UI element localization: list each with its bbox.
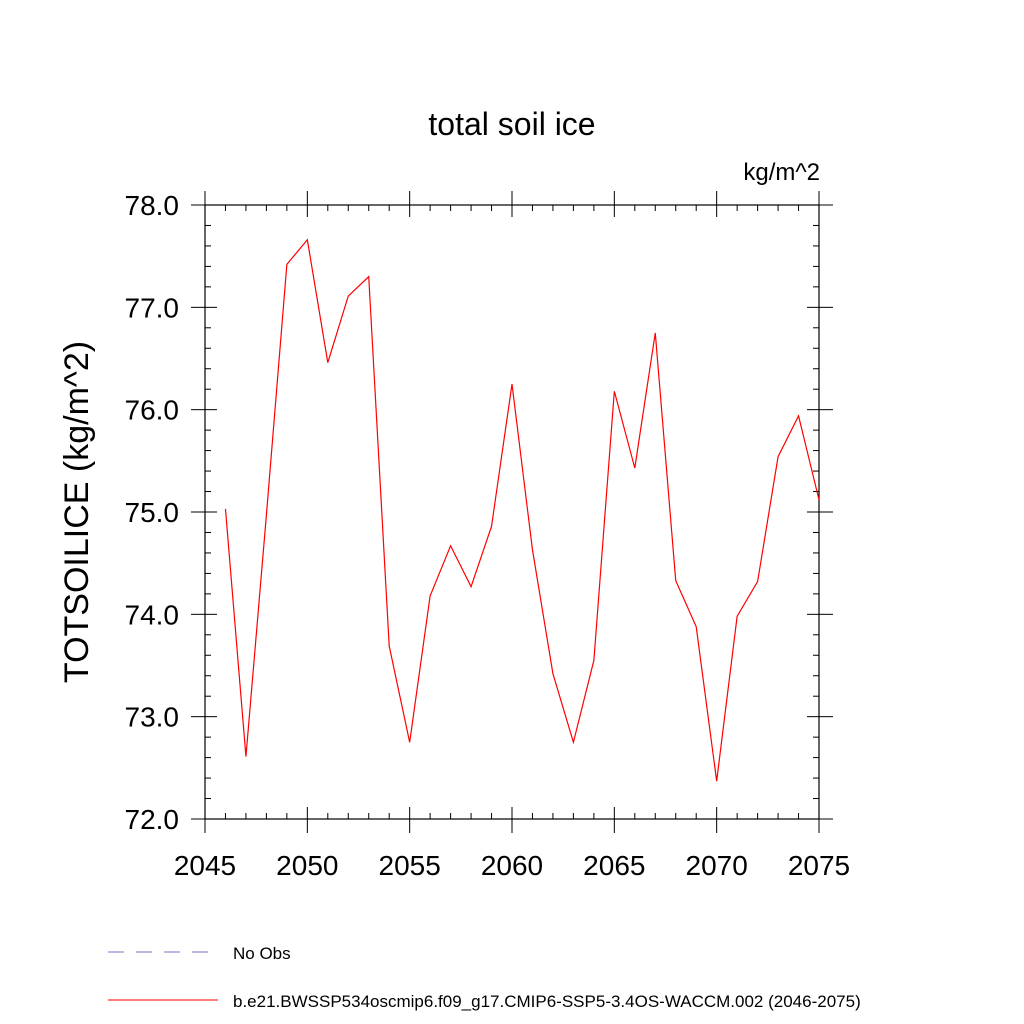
x-tick-label: 2070 (686, 850, 748, 881)
axis-ticks (191, 191, 833, 833)
y-tick-label: 77.0 (125, 292, 180, 323)
y-tick-label: 72.0 (125, 804, 180, 835)
x-tick-label: 2060 (481, 850, 543, 881)
y-tick-label: 78.0 (125, 190, 180, 221)
x-tick-label: 2055 (379, 850, 441, 881)
x-tick-label: 2050 (276, 850, 338, 881)
plot-area (224, 238, 820, 782)
legend-label: No Obs (233, 944, 291, 963)
series-line (224, 238, 820, 782)
units-label: kg/m^2 (743, 159, 820, 186)
y-tick-label: 74.0 (125, 599, 180, 630)
legend: No Obs b.e21.BWSSP534oscmip6.f09_g17.CMIP… (108, 944, 861, 1011)
legend-label: b.e21.BWSSP534oscmip6.f09_g17.CMIP6-SSP5… (233, 992, 861, 1011)
y-tick-label: 75.0 (125, 497, 180, 528)
y-axis-label: TOTSOILICE (kg/m^2) (58, 341, 96, 683)
x-tick-label: 2065 (583, 850, 645, 881)
chart-title: total soil ice (428, 106, 595, 142)
tick-labels: 2045 2050 2055 2060 2065 2070 2075 72.0 73.0 74.0… (125, 190, 851, 881)
y-tick-label: 76.0 (125, 395, 180, 426)
y-tick-label: 73.0 (125, 702, 180, 733)
plot-frame (204, 204, 820, 820)
x-tick-label: 2075 (788, 850, 850, 881)
x-tick-label: 2045 (174, 850, 236, 881)
